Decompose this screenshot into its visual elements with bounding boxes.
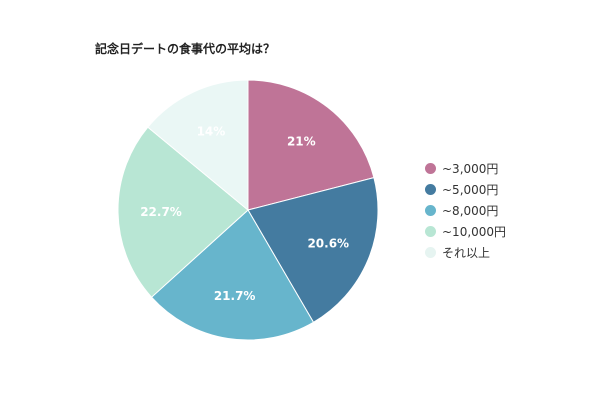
slice-label-2: 20.6% xyxy=(307,237,349,251)
legend-swatch xyxy=(425,205,436,216)
pie-slice-3[interactable] xyxy=(150,209,315,341)
legend-swatch xyxy=(425,247,436,258)
legend: ~3,000円 ~5,000円 ~8,000円 ~10,000円 それ以上 xyxy=(425,158,506,263)
slice-label-4: 22.7% xyxy=(140,205,182,219)
legend-item-1[interactable]: ~3,000円 xyxy=(425,158,506,179)
pie-slice-5[interactable] xyxy=(147,79,249,212)
pie-slices xyxy=(117,79,379,341)
legend-item-2[interactable]: ~5,000円 xyxy=(425,179,506,200)
chart-title: 記念日デートの食事代の平均は？ xyxy=(95,42,276,56)
legend-label: ~10,000円 xyxy=(442,225,507,239)
legend-label: ~8,000円 xyxy=(442,204,499,218)
legend-swatch xyxy=(425,163,436,174)
legend-item-3[interactable]: ~8,000円 xyxy=(425,200,506,221)
slice-label-5: 14% xyxy=(197,124,226,138)
legend-item-5[interactable]: それ以上 xyxy=(425,242,506,263)
pie-slice-4[interactable] xyxy=(117,126,249,298)
legend-label: ~5,000円 xyxy=(442,183,499,197)
slice-label-3: 21.7% xyxy=(214,289,256,303)
legend-swatch xyxy=(425,226,436,237)
slice-label-1: 21% xyxy=(287,134,316,148)
pie-slice-labels: 21% 20.6% 21.7% 22.7% 14% xyxy=(140,124,349,303)
pie-slice-1[interactable] xyxy=(247,79,375,211)
legend-swatch xyxy=(425,184,436,195)
legend-label: ~3,000円 xyxy=(442,162,499,176)
legend-item-4[interactable]: ~10,000円 xyxy=(425,221,506,242)
pie-slice-2[interactable] xyxy=(247,177,379,323)
legend-label: それ以上 xyxy=(442,246,491,260)
